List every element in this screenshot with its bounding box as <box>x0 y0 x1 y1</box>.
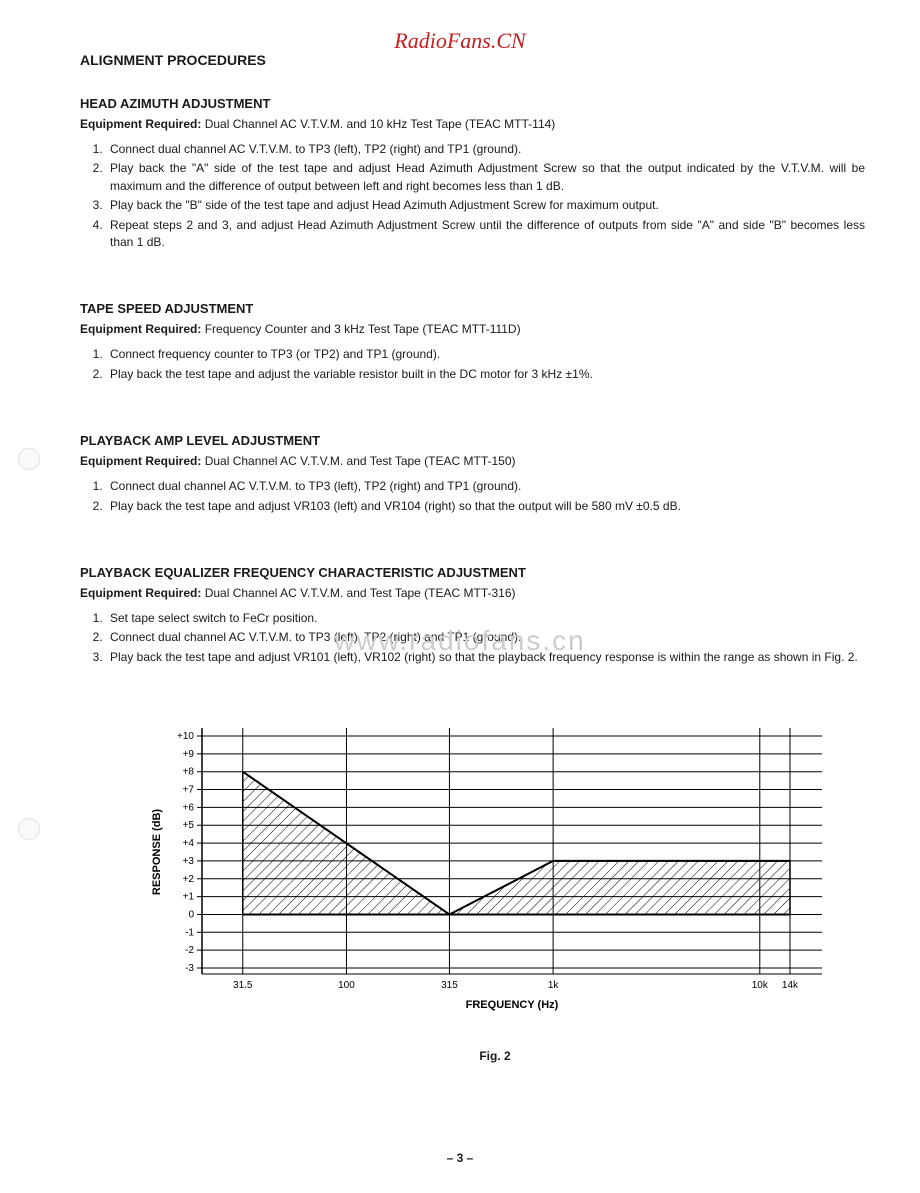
svg-text:+3: +3 <box>183 856 195 867</box>
step-item: Play back the test tape and adjust the v… <box>106 366 865 383</box>
svg-text:-3: -3 <box>185 963 194 974</box>
section-title: PLAYBACK EQUALIZER FREQUENCY CHARACTERIS… <box>80 565 865 580</box>
svg-text:+7: +7 <box>183 785 195 796</box>
step-item: Set tape select switch to FeCr position. <box>106 610 865 627</box>
svg-text:315: 315 <box>441 980 458 991</box>
page-title: ALIGNMENT PROCEDURES <box>80 52 865 68</box>
equipment-line: Equipment Required: Dual Channel AC V.T.… <box>80 117 865 131</box>
steps-list: Connect frequency counter to TP3 (or TP2… <box>80 346 865 383</box>
steps-list: Connect dual channel AC V.T.V.M. to TP3 … <box>80 141 865 251</box>
step-item: Connect dual channel AC V.T.V.M. to TP3 … <box>106 629 865 646</box>
section-playback-eq: PLAYBACK EQUALIZER FREQUENCY CHARACTERIS… <box>80 565 865 666</box>
step-item: Repeat steps 2 and 3, and adjust Head Az… <box>106 217 865 252</box>
svg-text:0: 0 <box>188 910 194 921</box>
svg-text:+8: +8 <box>183 767 195 778</box>
section-title: TAPE SPEED ADJUSTMENT <box>80 301 865 316</box>
section-head-azimuth: HEAD AZIMUTH ADJUSTMENT Equipment Requir… <box>80 96 865 251</box>
equipment-line: Equipment Required: Frequency Counter an… <box>80 322 865 336</box>
svg-text:-1: -1 <box>185 927 194 938</box>
figure-caption: Fig. 2 <box>140 1049 850 1063</box>
step-item: Play back the test tape and adjust VR103… <box>106 498 865 515</box>
section-title: PLAYBACK AMP LEVEL ADJUSTMENT <box>80 433 865 448</box>
equipment-label: Equipment Required: <box>80 322 201 336</box>
equipment-text: Frequency Counter and 3 kHz Test Tape (T… <box>205 322 521 336</box>
punch-hole <box>18 448 40 470</box>
svg-text:+2: +2 <box>183 874 195 885</box>
equipment-label: Equipment Required: <box>80 117 201 131</box>
svg-text:+5: +5 <box>183 820 195 831</box>
svg-text:10k: 10k <box>752 980 769 991</box>
section-playback-amp: PLAYBACK AMP LEVEL ADJUSTMENT Equipment … <box>80 433 865 515</box>
equipment-label: Equipment Required: <box>80 586 201 600</box>
step-item: Play back the "B" side of the test tape … <box>106 197 865 214</box>
page-number: – 3 – <box>0 1151 920 1165</box>
equipment-text: Dual Channel AC V.T.V.M. and Test Tape (… <box>205 454 516 468</box>
punch-hole <box>18 818 40 840</box>
svg-text:RESPONSE (dB): RESPONSE (dB) <box>151 809 163 896</box>
equipment-line: Equipment Required: Dual Channel AC V.T.… <box>80 586 865 600</box>
svg-text:+1: +1 <box>183 892 195 903</box>
svg-text:100: 100 <box>338 980 355 991</box>
svg-text:-2: -2 <box>185 945 194 956</box>
chart-svg: -3 -2 -1 0 +1 +2 +3 +4 +5 +6 +7 +8 +9 +10 31.5 100 315 1k… <box>140 726 850 1026</box>
svg-text:+9: +9 <box>183 749 195 760</box>
steps-list: Connect dual channel AC V.T.V.M. to TP3 … <box>80 478 865 515</box>
svg-text:14k: 14k <box>782 980 799 991</box>
svg-text:+4: +4 <box>183 838 195 849</box>
equipment-label: Equipment Required: <box>80 454 201 468</box>
equipment-text: Dual Channel AC V.T.V.M. and Test Tape (… <box>205 586 516 600</box>
figure-2-chart: -3 -2 -1 0 +1 +2 +3 +4 +5 +6 +7 +8 +9 +10 31.5 100 315 1k… <box>140 726 865 1063</box>
steps-list: Set tape select switch to FeCr position.… <box>80 610 865 666</box>
equipment-line: Equipment Required: Dual Channel AC V.T.… <box>80 454 865 468</box>
svg-text:+10: +10 <box>177 731 194 742</box>
step-item: Play back the "A" side of the test tape … <box>106 160 865 195</box>
svg-text:FREQUENCY (Hz): FREQUENCY (Hz) <box>466 999 559 1011</box>
step-item: Connect dual channel AC V.T.V.M. to TP3 … <box>106 141 865 158</box>
section-title: HEAD AZIMUTH ADJUSTMENT <box>80 96 865 111</box>
page: RadioFans.CN www.radiofans.cn ALIGNMENT … <box>0 0 920 1193</box>
watermark-top: RadioFans.CN <box>0 28 920 54</box>
step-item: Play back the test tape and adjust VR101… <box>106 649 865 666</box>
section-tape-speed: TAPE SPEED ADJUSTMENT Equipment Required… <box>80 301 865 383</box>
step-item: Connect frequency counter to TP3 (or TP2… <box>106 346 865 363</box>
svg-text:31.5: 31.5 <box>233 980 253 991</box>
step-item: Connect dual channel AC V.T.V.M. to TP3 … <box>106 478 865 495</box>
svg-text:1k: 1k <box>548 980 560 991</box>
svg-text:+6: +6 <box>183 802 195 813</box>
equipment-text: Dual Channel AC V.T.V.M. and 10 kHz Test… <box>205 117 556 131</box>
